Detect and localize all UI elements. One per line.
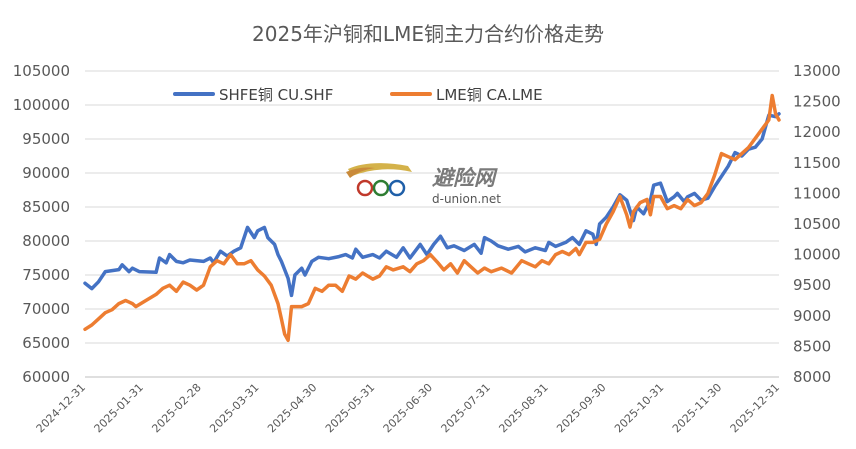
x-tick-label: 2025-12-31 bbox=[728, 381, 782, 435]
y-left-tick-label: 70000 bbox=[22, 300, 70, 318]
x-tick-label: 2025-06-30 bbox=[381, 381, 435, 435]
x-tick-label: 2025-09-30 bbox=[554, 381, 608, 435]
y-right-tick-label: 8000 bbox=[793, 368, 831, 386]
x-tick-label: 2025-08-31 bbox=[496, 381, 550, 435]
x-tick-label: 2025-03-31 bbox=[207, 381, 261, 435]
y-right-tick-label: 12000 bbox=[793, 123, 841, 141]
left-axis-ticks: 60000 65000 70000 75000 80000 85000 90000 95000… bbox=[13, 62, 70, 386]
series-line-lme bbox=[83, 93, 781, 343]
watermark-text: 避险网 bbox=[432, 166, 498, 190]
x-tick-label: 2025-11-30 bbox=[670, 381, 724, 435]
y-right-tick-label: 11000 bbox=[793, 184, 841, 202]
y-right-tick-label: 10000 bbox=[793, 246, 841, 264]
x-tick-label: 2025-02-28 bbox=[149, 381, 203, 435]
x-axis-ticks: 2024-12-31 2025-01-31 2025-02-28 2025-03-31… bbox=[34, 381, 782, 435]
y-left-tick-label: 90000 bbox=[22, 164, 70, 182]
y-right-tick-label: 13000 bbox=[793, 62, 841, 80]
y-left-tick-label: 105000 bbox=[13, 62, 70, 80]
y-left-tick-label: 95000 bbox=[22, 130, 70, 148]
y-right-tick-label: 10500 bbox=[793, 215, 841, 233]
ddd-logo-icon bbox=[346, 163, 412, 197]
legend: SHFE铜 CU.SHF LME铜 CA.LME bbox=[173, 86, 543, 104]
legend-label-shfe: SHFE铜 CU.SHF bbox=[219, 86, 333, 104]
y-left-tick-label: 80000 bbox=[22, 232, 70, 250]
x-tick-label: 2024-12-31 bbox=[34, 381, 88, 435]
y-right-tick-label: 9000 bbox=[793, 307, 831, 325]
x-tick-label: 2025-04-30 bbox=[265, 381, 319, 435]
y-right-tick-label: 12500 bbox=[793, 93, 841, 111]
x-tick-label: 2025-10-31 bbox=[612, 381, 666, 435]
series-layer bbox=[83, 93, 781, 343]
chart-title: 2025年沪铜和LME铜主力合约价格走势 bbox=[252, 22, 604, 46]
y-left-tick-label: 85000 bbox=[22, 198, 70, 216]
y-right-tick-label: 8500 bbox=[793, 337, 831, 355]
legend-label-lme: LME铜 CA.LME bbox=[436, 86, 543, 104]
x-tick-label: 2025-05-31 bbox=[323, 381, 377, 435]
x-tick-label: 2025-01-31 bbox=[92, 381, 146, 435]
y-left-tick-label: 75000 bbox=[22, 266, 70, 284]
x-tick-label: 2025-07-31 bbox=[439, 381, 493, 435]
y-right-tick-label: 11500 bbox=[793, 154, 841, 172]
y-left-tick-label: 60000 bbox=[22, 368, 70, 386]
watermark: 避险网 d-union.net bbox=[346, 163, 501, 206]
right-axis-ticks: 8000 8500 9000 9500 10000 10500 11000 11500 1200… bbox=[793, 62, 841, 386]
y-left-tick-label: 100000 bbox=[13, 96, 70, 114]
y-left-tick-label: 65000 bbox=[22, 334, 70, 352]
watermark-url: d-union.net bbox=[432, 192, 501, 206]
gridlines bbox=[85, 70, 779, 378]
y-right-tick-label: 9500 bbox=[793, 276, 831, 294]
